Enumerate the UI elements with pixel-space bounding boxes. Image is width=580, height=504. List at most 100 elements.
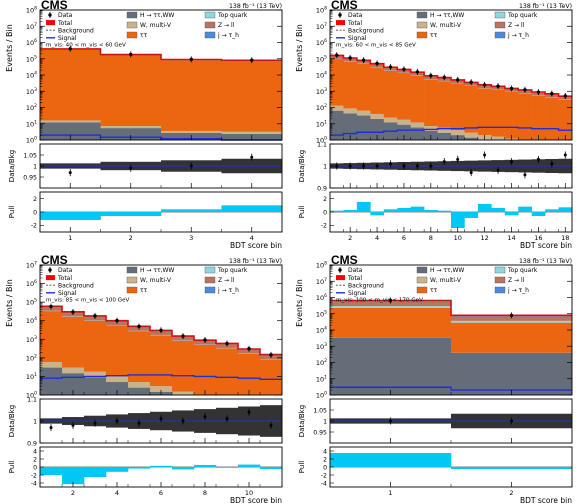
stack-bar-higgs_ww — [410, 127, 425, 140]
stack-bar-wjets — [330, 105, 344, 111]
stack-bar-tautau — [150, 335, 173, 387]
pull-y-tick-label: -2 — [31, 223, 37, 230]
stack-bar-tautau — [106, 325, 129, 377]
stack-bar-tautau — [238, 353, 261, 395]
pull-bar — [216, 467, 239, 468]
x-tick-label: 10 — [454, 234, 462, 242]
y-tick-label: 108 — [316, 6, 327, 15]
stack-bar-tautau — [172, 340, 195, 392]
ratio-point — [49, 426, 53, 430]
ratio-point — [415, 164, 419, 168]
ratio-point — [225, 417, 229, 421]
y-tick-label: 101 — [316, 119, 327, 128]
pull-bar — [100, 212, 162, 216]
x-tick-label: 8 — [429, 234, 433, 242]
legend-higgs_ww-label: H → ττ,WW — [140, 267, 174, 274]
data-point — [509, 313, 514, 318]
signal-line — [330, 126, 572, 136]
pull-bar — [84, 467, 107, 477]
legend-wjets-label: W, multi-V — [140, 277, 172, 284]
y-tick-label: 103 — [316, 342, 327, 351]
stack-bar-tautau — [356, 63, 371, 111]
stack-bar-wjets — [343, 108, 358, 114]
data-point — [348, 56, 352, 60]
stack-bar-tautau — [161, 60, 222, 131]
signal-line — [40, 374, 282, 381]
cms-label: CMS — [41, 0, 68, 12]
pull-y-tick-label: 0 — [323, 464, 327, 471]
stack-bar-tautau — [128, 331, 151, 383]
stack-bar-wjets — [221, 131, 283, 134]
x-tick-label: 8 — [203, 489, 207, 497]
stack-bar-higgs_ww — [330, 110, 344, 140]
legend-wjets-label: W, multi-V — [430, 22, 462, 29]
pull-y-tick-label: 2 — [33, 196, 37, 203]
y-tick-label: 102 — [316, 103, 327, 112]
stack-bar-tautau — [545, 97, 559, 140]
data-point — [523, 88, 527, 92]
legend-tautau-label: ττ — [430, 287, 438, 294]
legend-top-label: Top quark — [507, 267, 538, 274]
stack-bar-wjets — [383, 117, 398, 123]
pull-bar — [62, 467, 85, 485]
ratio-y-tick-label: 1 — [33, 418, 37, 425]
legend-signal-label: Signal — [58, 290, 77, 297]
category-label: m_vis: 85 < m_vis < 100 GeV — [46, 297, 130, 303]
legend-tautau-label: ττ — [140, 287, 148, 294]
stack-bar-tautau — [216, 348, 239, 395]
x-tick-label: 10 — [245, 489, 253, 497]
data-point — [189, 57, 193, 62]
stack-bar-wjets — [100, 126, 162, 129]
cms-label: CMS — [41, 253, 68, 267]
pull-bar — [451, 467, 573, 469]
data-point — [375, 61, 379, 66]
pull-bar — [260, 467, 283, 469]
ratio-point — [389, 419, 392, 423]
ratio-y-tick-label: 0.9 — [27, 440, 37, 447]
stack-bar-tautau — [451, 83, 465, 131]
stack-bar-tautau — [451, 322, 573, 353]
data-point — [388, 298, 393, 303]
y-tick-label: 107 — [316, 277, 327, 286]
ratio-y-axis-label: Data/Bkg — [298, 405, 306, 437]
pull-y-tick-label: -2 — [321, 223, 327, 230]
pull-y-tick-label: 0 — [323, 209, 327, 216]
legend-total-swatch — [46, 275, 55, 281]
ratio-point — [269, 423, 273, 427]
stack-bar-wjets — [437, 127, 452, 133]
y-tick-label: 106 — [26, 279, 37, 288]
legend-signal-label: Signal — [348, 290, 367, 297]
ratio-point — [247, 410, 251, 414]
legend-zll-swatch — [494, 276, 506, 284]
stack-bar-wjets — [451, 130, 465, 136]
y-tick-label: 103 — [26, 87, 37, 96]
stack-bar-wjets — [40, 120, 101, 123]
legend-zll-swatch — [204, 21, 216, 29]
stack-bar-higgs_ww — [100, 128, 162, 140]
data-point — [361, 58, 366, 62]
stack-bar-higgs_ww — [437, 132, 452, 140]
stack-bar-wjets — [397, 119, 411, 125]
data-point — [402, 67, 406, 71]
data-point — [159, 328, 163, 332]
stack-bar-higgs_ww — [128, 387, 151, 395]
x-tick-label: 4 — [250, 234, 254, 242]
stack-bar-wjets — [150, 386, 173, 392]
x-tick-label: 1 — [68, 234, 72, 242]
ratio-point — [523, 173, 527, 177]
stack-bar-tautau — [221, 61, 283, 132]
legend-background-label: Background — [348, 27, 384, 34]
x-tick-label: 6 — [402, 234, 406, 242]
stack-bar-higgs_ww — [464, 137, 479, 140]
x-tick-label: 16 — [534, 234, 542, 242]
ratio-y-tick-label: 1 — [33, 163, 37, 170]
y-tick-label: 101 — [316, 374, 327, 383]
stack-bar-wjets — [370, 113, 385, 119]
stack-bar-tautau — [383, 70, 398, 118]
legend-jet_fakes-label: j → τ_h — [507, 287, 529, 294]
y-tick-label: 100 — [26, 136, 37, 145]
legend-zll-label: Z → ll — [508, 22, 525, 29]
data-point — [225, 341, 229, 346]
stack-bar-tautau — [518, 93, 532, 140]
ratio-point — [68, 171, 72, 175]
